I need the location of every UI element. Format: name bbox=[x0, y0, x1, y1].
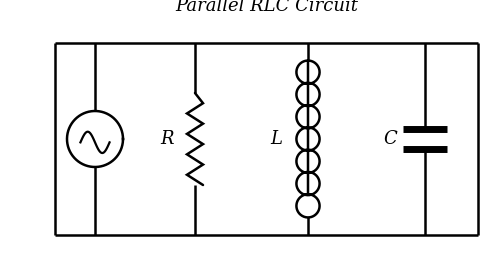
Text: R: R bbox=[160, 130, 174, 148]
Text: C: C bbox=[383, 130, 397, 148]
Text: Parallel RLC Circuit: Parallel RLC Circuit bbox=[175, 0, 358, 15]
Text: L: L bbox=[270, 130, 282, 148]
